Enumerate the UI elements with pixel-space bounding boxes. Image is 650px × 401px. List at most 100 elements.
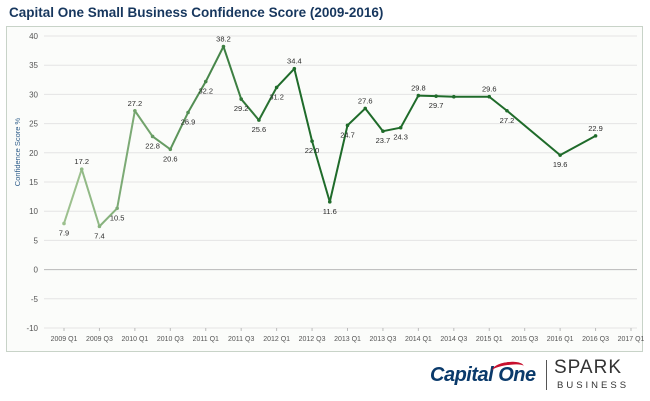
x-tick-label: 2009 Q3 xyxy=(86,336,113,343)
data-label: 7.4 xyxy=(94,231,104,240)
data-label: 11.6 xyxy=(323,207,337,216)
x-tick-label: 2017 Q1 xyxy=(618,336,644,343)
data-point xyxy=(416,93,421,98)
data-point xyxy=(381,129,385,133)
series-line-segment xyxy=(169,111,190,151)
data-point xyxy=(115,206,119,211)
data-label: 29.2 xyxy=(234,104,249,113)
series-line-segment xyxy=(63,168,83,225)
line-chart: -10 -5 0 5 10 15 20 25 30 35 40 2009 Q1 2009 Q3 2010 … xyxy=(13,32,644,343)
business-logo-text: BUSINESS xyxy=(557,380,630,391)
y-tick-label: 15 xyxy=(29,178,38,187)
series-line-segment xyxy=(364,107,384,133)
series-line-segment xyxy=(80,168,101,228)
brand-logos: Capital One SPARK BUSINESS xyxy=(430,356,645,398)
x-tick-label: 2009 Q1 xyxy=(51,336,78,343)
series-line-segment xyxy=(346,107,367,127)
capital-one-logo: Capital One xyxy=(430,364,536,386)
data-label: 26.9 xyxy=(181,118,196,127)
data-label: 22.9 xyxy=(588,124,603,133)
series-line-segment xyxy=(222,45,243,101)
y-tick-label: 10 xyxy=(29,207,38,216)
data-label: 29.8 xyxy=(411,84,426,93)
logo-divider xyxy=(546,360,547,390)
x-tick-label: 2016 Q3 xyxy=(582,336,609,343)
data-label: 22.0 xyxy=(305,146,320,155)
data-label: 25.6 xyxy=(252,125,267,134)
data-point xyxy=(345,123,350,128)
series-line-segment xyxy=(151,135,172,151)
y-tick-label: -10 xyxy=(26,324,38,333)
data-point xyxy=(79,167,84,171)
data-point xyxy=(97,224,102,229)
data-point xyxy=(487,94,492,99)
x-tick-label: 2012 Q1 xyxy=(263,336,290,343)
y-tick-label: 5 xyxy=(34,236,39,245)
data-point xyxy=(62,221,66,226)
data-label: 31.2 xyxy=(269,92,284,101)
data-point xyxy=(363,106,368,111)
x-tick-label: 2010 Q1 xyxy=(121,336,148,343)
y-tick-label: 0 xyxy=(34,266,39,275)
data-label: 10.5 xyxy=(110,213,125,222)
data-point xyxy=(558,153,562,157)
data-label: 19.6 xyxy=(553,160,568,169)
data-point xyxy=(274,85,279,90)
x-tick-label: 2012 Q3 xyxy=(299,336,326,343)
data-label: 34.4 xyxy=(287,57,302,66)
y-tick-label: 35 xyxy=(29,61,38,70)
data-label: 24.3 xyxy=(393,133,408,142)
series-line-segment xyxy=(133,109,154,138)
series-line-segment xyxy=(240,98,260,122)
series-line-segment xyxy=(435,95,455,98)
data-point xyxy=(133,108,137,113)
data-point xyxy=(593,134,598,138)
x-tick-label: 2014 Q3 xyxy=(440,336,467,343)
data-point xyxy=(186,110,190,115)
y-tick-label: 30 xyxy=(29,90,38,99)
data-point xyxy=(168,147,173,152)
series-line-segment xyxy=(293,67,314,143)
y-tick-label: 25 xyxy=(29,120,38,129)
y-axis-label: Confidence Score % xyxy=(13,117,22,186)
data-label: 23.7 xyxy=(376,136,391,145)
data-label: 7.9 xyxy=(59,228,69,237)
data-point xyxy=(505,108,509,113)
x-tick-label: 2014 Q1 xyxy=(405,336,432,343)
data-point xyxy=(203,79,208,84)
x-tick-label: 2010 Q3 xyxy=(157,336,184,343)
x-tick-label: 2011 Q3 xyxy=(228,336,254,343)
data-label: 27.2 xyxy=(500,116,515,125)
series-line-segment xyxy=(311,140,331,203)
data-label: 22.8 xyxy=(145,141,160,150)
series-line-segment xyxy=(187,80,207,114)
series-line-segment xyxy=(559,134,597,157)
y-tick-label: -5 xyxy=(31,295,39,304)
data-point xyxy=(452,94,456,99)
data-point xyxy=(310,139,314,143)
data-point xyxy=(327,200,332,204)
series-line-segment xyxy=(98,207,119,228)
x-tick-label: 2013 Q1 xyxy=(334,336,361,343)
data-point xyxy=(398,125,403,130)
data-label: 27.2 xyxy=(128,99,143,108)
data-label: 27.6 xyxy=(358,96,373,105)
series-line-segment xyxy=(417,94,438,98)
data-point xyxy=(434,94,438,98)
data-label: 32.2 xyxy=(198,87,213,96)
data-label: 20.6 xyxy=(163,154,178,163)
chart-title: Capital One Small Business Confidence Sc… xyxy=(9,5,384,20)
series-line-segment xyxy=(257,86,278,122)
series-line-segment xyxy=(381,126,402,133)
data-label: 24.7 xyxy=(340,130,355,139)
chart-panel: -10 -5 0 5 10 15 20 25 30 35 40 2009 Q1 2009 Q3 2010 … xyxy=(6,26,644,352)
series-line-segment xyxy=(275,67,296,89)
data-point xyxy=(257,118,261,122)
data-point xyxy=(239,97,243,101)
series-line-segment xyxy=(488,95,508,112)
data-label: 17.2 xyxy=(74,157,89,166)
spark-logo: SPARK xyxy=(554,357,623,378)
series-line-segment xyxy=(505,109,562,157)
data-point xyxy=(150,134,155,139)
series-line-segment xyxy=(399,94,420,129)
